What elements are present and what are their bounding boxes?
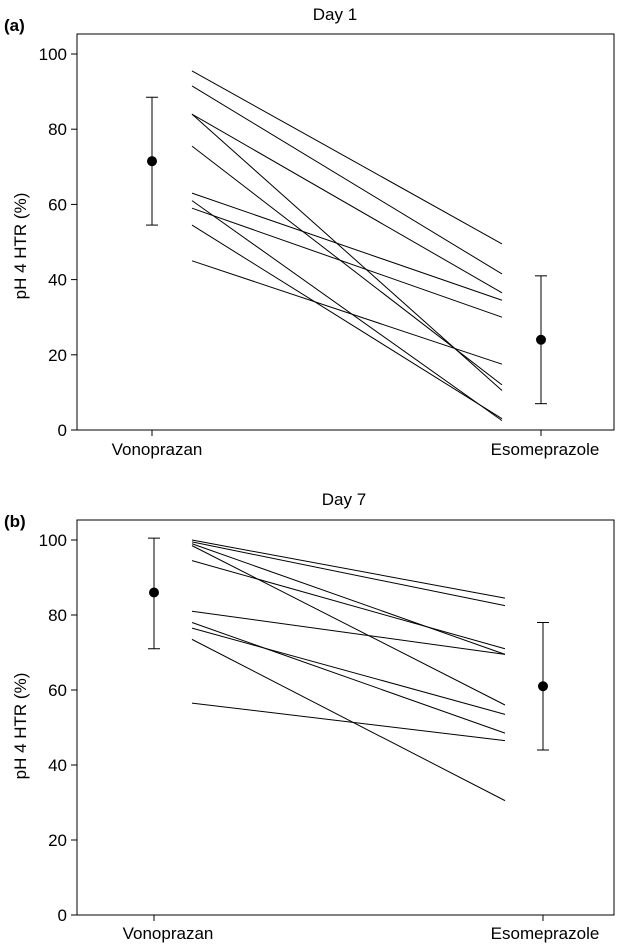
panel-label: (b) bbox=[4, 512, 26, 531]
patient-line bbox=[191, 260, 503, 365]
chart-title: Day 1 bbox=[313, 5, 357, 24]
y-axis-label: pH 4 HTR (%) bbox=[11, 673, 30, 780]
x-tick-label: Vonoprazan bbox=[123, 924, 214, 943]
patient-line bbox=[191, 113, 503, 294]
y-tick-label: 0 bbox=[58, 421, 67, 440]
patient-line bbox=[191, 224, 503, 420]
mean-point bbox=[536, 334, 546, 345]
mean-point bbox=[147, 156, 157, 167]
chart-title: Day 7 bbox=[322, 490, 366, 509]
patient-line bbox=[191, 145, 503, 386]
y-axis-ticks: 0 20 40 60 80 100 bbox=[39, 531, 77, 925]
y-tick-label: 60 bbox=[48, 681, 67, 700]
plot-frame bbox=[76, 33, 615, 431]
mean-point bbox=[538, 681, 548, 692]
patient-lines bbox=[191, 539, 506, 802]
y-tick-label: 80 bbox=[48, 606, 67, 625]
x-axis-ticks: Vonoprazan Esomeprazole bbox=[112, 430, 600, 459]
x-axis-ticks: Vonoprazan Esomeprazole bbox=[123, 915, 600, 943]
mean-error-bars bbox=[148, 537, 549, 751]
patient-line bbox=[191, 541, 506, 607]
y-tick-label: 60 bbox=[48, 195, 67, 214]
patient-line bbox=[191, 192, 503, 301]
patient-line bbox=[191, 543, 506, 655]
y-tick-label: 40 bbox=[48, 756, 67, 775]
patient-line bbox=[191, 70, 503, 245]
y-tick-label: 100 bbox=[39, 531, 67, 550]
patient-line bbox=[191, 539, 506, 599]
mean-point bbox=[149, 587, 159, 598]
patient-lines bbox=[191, 70, 503, 422]
patient-line bbox=[191, 627, 506, 715]
x-tick-label: Esomeprazole bbox=[491, 440, 600, 459]
plot-frame bbox=[76, 519, 615, 916]
panel-day-1: (a) Day 1 pH 4 HTR (%) 0 20 40 60 80 100 Vono… bbox=[4, 5, 615, 459]
patient-line bbox=[191, 545, 506, 706]
mean-error-bars bbox=[146, 96, 547, 405]
x-tick-label: Vonoprazan bbox=[112, 440, 203, 459]
y-tick-label: 20 bbox=[48, 346, 67, 365]
x-tick-label: Esomeprazole bbox=[491, 924, 600, 943]
y-axis-ticks: 0 20 40 60 80 100 bbox=[39, 45, 77, 440]
patient-line bbox=[191, 622, 506, 734]
patient-line bbox=[191, 610, 506, 655]
y-tick-label: 80 bbox=[48, 120, 67, 139]
patient-line bbox=[191, 85, 503, 275]
patient-line bbox=[191, 560, 506, 650]
patient-line bbox=[191, 638, 506, 802]
y-tick-label: 0 bbox=[58, 906, 67, 925]
y-tick-label: 40 bbox=[48, 271, 67, 290]
y-tick-label: 20 bbox=[48, 831, 67, 850]
patient-line bbox=[191, 702, 506, 742]
panel-label: (a) bbox=[4, 16, 25, 35]
y-axis-label: pH 4 HTR (%) bbox=[11, 193, 30, 300]
patient-line bbox=[191, 200, 503, 422]
panel-day-7: (b) Day 7 pH 4 HTR (%) 0 20 40 60 80 100 Vono… bbox=[4, 490, 615, 943]
patient-line bbox=[191, 207, 503, 318]
y-tick-label: 100 bbox=[39, 45, 67, 64]
